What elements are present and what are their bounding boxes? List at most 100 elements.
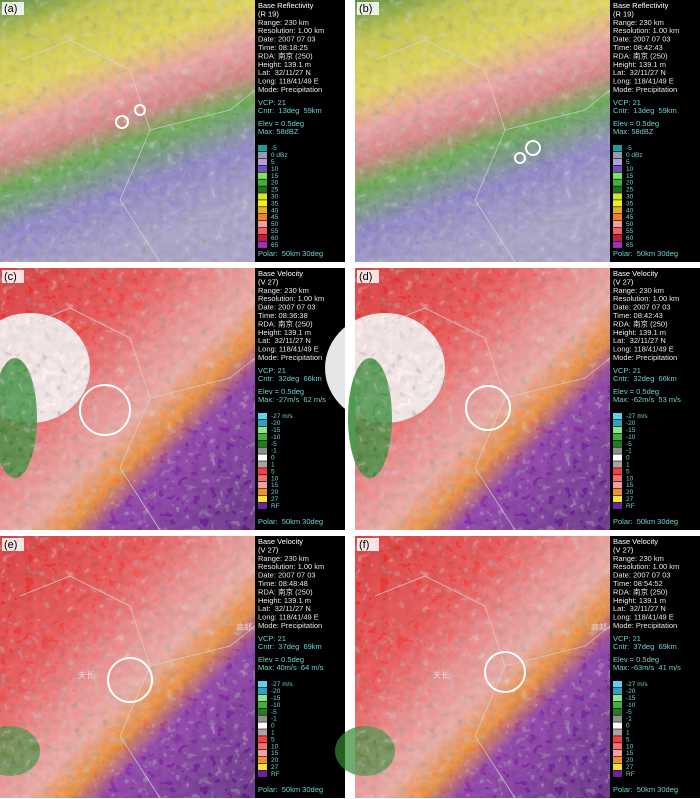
legend-swatch <box>613 165 622 172</box>
info-line: Date: 2007 07 03 <box>258 571 316 580</box>
legend-label: 0 <box>271 723 275 730</box>
legend-swatch <box>613 207 622 214</box>
info-line: RDA: 南京 (250) <box>258 586 313 596</box>
highlight-ring <box>79 384 131 436</box>
info-line: VCP: 21 <box>613 366 641 375</box>
info-line: Base Reflectivity <box>258 1 314 10</box>
county-border <box>19 39 256 263</box>
place-name: 高邮 <box>236 622 252 632</box>
info-line: Elev = 0.5deg <box>258 387 304 396</box>
legend-label: 15 <box>271 173 279 180</box>
legend-swatch <box>613 214 622 221</box>
info-line: Mode: Precipitation <box>613 353 677 362</box>
place-name: 天长 <box>433 670 449 680</box>
info-line: Base Reflectivity <box>613 1 669 10</box>
info-panel <box>255 268 345 530</box>
polar-info: Polar: 50km 30deg <box>613 249 678 258</box>
legend-label: 1 <box>271 461 275 468</box>
legend-swatch <box>258 227 267 235</box>
legend-label: RF <box>626 771 635 778</box>
legend-swatch <box>258 214 267 221</box>
legend-swatch <box>258 207 267 214</box>
info-line: Mode: Precipitation <box>613 85 677 94</box>
legend-swatch <box>613 419 622 427</box>
info-line: (V 27) <box>613 277 634 286</box>
info-line: Range: 230 km <box>258 18 309 27</box>
legend-label: 65 <box>626 242 634 249</box>
info-line: Height: 139.1 m <box>613 596 666 605</box>
legend-swatch <box>613 743 622 750</box>
info-line: Elev = 0.5deg <box>613 119 659 128</box>
info-line: Resolution: 1.00 km <box>613 562 679 571</box>
info-line: (V 27) <box>258 545 279 554</box>
place-name: 天长 <box>78 670 94 680</box>
legend-label: 0 dBz <box>271 152 288 159</box>
info-line: Max: 58dBZ <box>258 127 299 136</box>
info-line: (V 27) <box>258 277 279 286</box>
info-panel <box>255 536 345 798</box>
info-line: Time: 08:18:25 <box>258 43 308 52</box>
legend-label: 45 <box>271 214 279 221</box>
info-line: Lat: 32/11/27 N <box>258 68 311 77</box>
legend-swatch <box>613 151 622 159</box>
info-line: (V 27) <box>613 545 634 554</box>
panel-label: (b) <box>359 3 372 15</box>
legend-swatch <box>258 145 267 152</box>
info-line: Mode: Precipitation <box>258 85 322 94</box>
info-line: Height: 139.1 m <box>613 328 666 337</box>
legend-swatch <box>258 419 267 427</box>
legend-swatch <box>613 495 622 503</box>
legend-label: -1 <box>271 448 277 455</box>
legend-label: 20 <box>271 489 279 496</box>
info-line: Resolution: 1.00 km <box>613 294 679 303</box>
legend-label: 5 <box>271 468 275 475</box>
legend-label: 0 <box>626 455 630 462</box>
legend-swatch <box>258 165 267 172</box>
info-line: Range: 230 km <box>613 286 664 295</box>
info-line: Cntr: 13deg 59km <box>613 106 677 115</box>
legend-label: 20 <box>626 757 634 764</box>
legend-label: 60 <box>271 235 279 242</box>
info-line: Resolution: 1.00 km <box>258 26 324 35</box>
legend-label: 27 <box>271 496 279 503</box>
legend-swatch <box>613 220 622 228</box>
legend-swatch <box>258 750 267 757</box>
legend-swatch <box>613 447 622 454</box>
label-box <box>357 2 379 15</box>
info-line: Height: 139.1 m <box>258 328 311 337</box>
info-line: Base Velocity <box>613 537 658 546</box>
legend-label: RF <box>271 503 280 510</box>
radar-panel: (d) Base Velocity(V 27)Range: 230 kmResol… <box>325 268 700 531</box>
legend-label: RF <box>271 771 280 778</box>
info-line: RDA: 南京 (250) <box>613 318 668 328</box>
info-line: VCP: 21 <box>613 98 641 107</box>
info-line: RDA: 南京 (250) <box>613 50 668 60</box>
legend-swatch <box>613 681 622 688</box>
info-line: Elev = 0.5deg <box>258 655 304 664</box>
info-line: Max: 40m/s 64 m/s <box>258 663 324 672</box>
label-box <box>357 270 379 283</box>
legend-swatch <box>613 708 622 715</box>
legend-label: 45 <box>626 214 634 221</box>
legend-swatch <box>613 736 622 743</box>
info-line: Mode: Precipitation <box>258 353 322 362</box>
legend-swatch <box>613 770 622 777</box>
legend-label: 10 <box>626 166 634 173</box>
legend-label: 50 <box>271 221 279 228</box>
legend-label: 55 <box>271 228 279 235</box>
legend-label: 40 <box>626 207 634 214</box>
radar-noise <box>355 268 610 530</box>
legend-label: 0 <box>626 723 630 730</box>
legend-swatch <box>613 193 622 200</box>
legend-swatch <box>613 426 622 434</box>
info-line: VCP: 21 <box>613 634 641 643</box>
info-line: Range: 230 km <box>613 18 664 27</box>
legend-swatch <box>258 186 267 193</box>
legend-swatch <box>258 743 267 750</box>
legend-swatch <box>258 722 267 729</box>
legend-swatch <box>613 145 622 152</box>
legend-label: 1 <box>626 461 630 468</box>
legend-label: 27 <box>626 764 634 771</box>
legend-label: -10 <box>271 434 281 441</box>
